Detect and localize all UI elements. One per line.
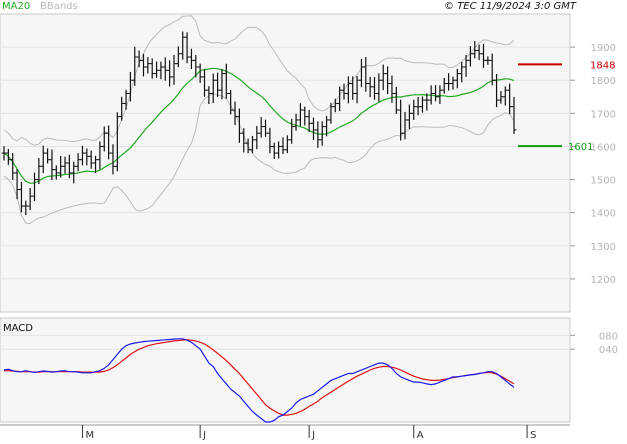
- copyright-text: © TEC 11/9/2024 3:0 GMT: [444, 1, 577, 12]
- bbands-label: BBands: [40, 1, 78, 12]
- month-label: S: [530, 430, 536, 440]
- upper-band: [3, 15, 515, 146]
- month-label: A: [417, 430, 424, 440]
- macd-tick-label: 080: [599, 331, 618, 342]
- price-grid: [0, 46, 570, 280]
- ma-label: MA20: [2, 1, 30, 12]
- price-tick-label: 1300: [591, 242, 616, 253]
- price-tick-label: 1800: [591, 76, 616, 87]
- price-levels: 1848 1601: [518, 60, 615, 153]
- signal-line: [4, 339, 515, 416]
- price-panel: [0, 13, 571, 313]
- macd-grid: [0, 334, 570, 350]
- price-tick-label: 1700: [591, 109, 616, 120]
- price-tick-label: 1600: [591, 142, 616, 153]
- moving-average: [3, 67, 515, 184]
- price-tick-label: 1500: [591, 176, 616, 187]
- month-label: J: [202, 430, 206, 440]
- support-label: 1601: [568, 142, 593, 153]
- month-label: M: [85, 430, 94, 440]
- price-tick-label: 1900: [591, 43, 616, 54]
- ohlc-bar: [511, 96, 517, 134]
- price-bars: [1, 31, 517, 216]
- month-label: J: [311, 430, 315, 440]
- lower-band: [3, 93, 515, 225]
- price-axis: 1200 1300 1400 1500 1600 1700 1800 1900: [570, 43, 616, 286]
- bollinger-bands: [3, 15, 515, 225]
- ma20-line: [3, 67, 515, 184]
- resistance-label: 1848: [590, 60, 615, 71]
- macd-panel: [0, 317, 571, 423]
- macd-line: [3, 338, 515, 423]
- macd-tick-label: 040: [599, 345, 618, 356]
- price-tick-label: 1400: [591, 209, 616, 220]
- macd-label: MACD: [3, 323, 33, 334]
- price-tick-label: 1200: [591, 275, 616, 286]
- macd-lines: [3, 338, 515, 423]
